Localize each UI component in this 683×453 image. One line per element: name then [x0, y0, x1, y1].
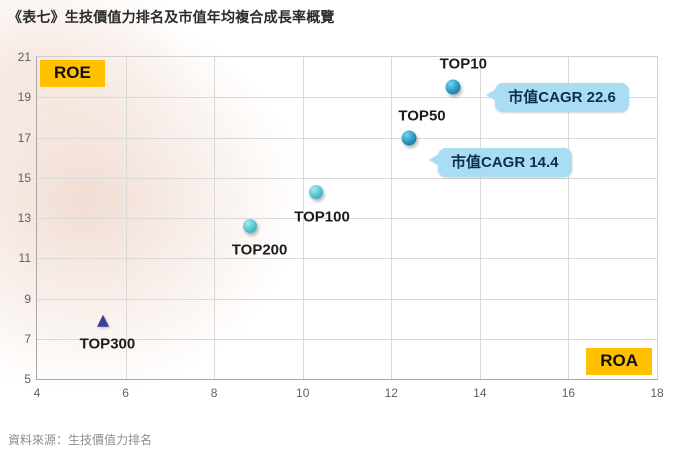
data-point-circle	[309, 184, 323, 199]
y-tick-label: 5	[24, 372, 31, 386]
callout-bubble: 市值CAGR 22.6	[486, 83, 629, 113]
callout-text: 市值CAGR 22.6	[508, 89, 616, 107]
callout-tail	[486, 89, 497, 102]
y-tick-label: 21	[17, 50, 31, 64]
data-point-triangle	[97, 314, 110, 327]
callout-bubble: 市值CAGR 14.4	[429, 147, 572, 177]
point-label: TOP300	[79, 335, 136, 353]
point-label: TOP50	[398, 107, 446, 124]
y-gridline	[37, 97, 657, 99]
chart-title: 《表七》生技價值力排名及市值年均複合成長率概覽	[8, 9, 335, 25]
x-tick-label: 18	[650, 386, 664, 400]
y-tick-label: 9	[24, 291, 31, 306]
y-tick-label: 13	[17, 211, 31, 225]
callout-tail	[429, 153, 439, 166]
y-gridline	[37, 338, 657, 340]
y-gridline	[37, 218, 657, 219]
x-tick-label: 16	[561, 386, 576, 400]
point-label: TOP200	[231, 241, 288, 259]
y-tick-label: 15	[17, 170, 31, 185]
point-label: TOP100	[294, 208, 350, 226]
data-point-circle	[401, 130, 417, 145]
x-tick-label: 10	[296, 386, 310, 400]
y-gridline	[37, 137, 657, 139]
y-gridline	[37, 177, 657, 179]
callout-text: 市值CAGR 14.4	[451, 153, 559, 171]
data-point-circle	[445, 79, 461, 95]
plot-area: ROE ROA 4 6 8 10 12 14 16 18 5 7 9 11 13 15 17 19 21 TOP1…	[18, 50, 664, 400]
y-tick-label: 17	[17, 130, 31, 145]
x-axis-label: ROA	[586, 348, 652, 375]
source-note: 資料來源：生技價值力排名	[8, 433, 153, 447]
y-tick-label: 7	[24, 331, 31, 346]
y-tick-label: 19	[17, 90, 31, 105]
x-tick-label: 8	[210, 386, 218, 400]
x-tick-label: 4	[33, 386, 41, 400]
y-gridline	[37, 258, 657, 260]
data-point-circle	[242, 219, 257, 234]
y-axis-label: ROE	[40, 60, 105, 87]
y-tick-label: 11	[18, 251, 31, 266]
point-label: TOP10	[439, 55, 487, 73]
y-gridline	[37, 298, 657, 300]
x-tick-label: 6	[122, 386, 129, 400]
x-tick-label: 14	[473, 386, 487, 400]
x-tick-label: 12	[384, 386, 398, 400]
